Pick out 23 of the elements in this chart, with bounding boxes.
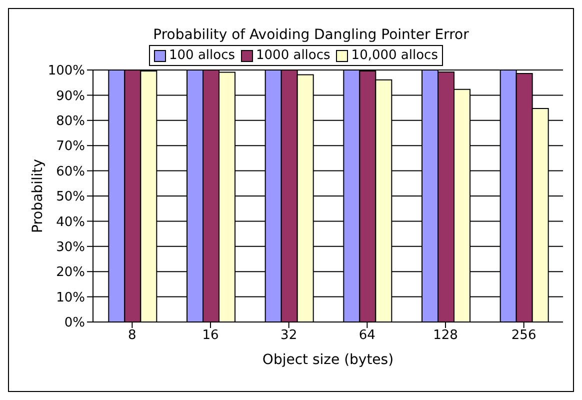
- y-tick-label: 70%: [56, 139, 85, 154]
- y-axis-title: Probability: [30, 158, 46, 234]
- x-axis-title: Object size (bytes): [262, 352, 394, 368]
- y-tick-label: 0%: [64, 316, 85, 331]
- y-tick-label: 80%: [56, 114, 85, 130]
- y-tick-label: 100%: [48, 64, 85, 79]
- x-tick-label: 256: [511, 328, 536, 344]
- chart-title: Probability of Avoiding Dangling Pointer Error: [152, 27, 470, 43]
- y-tick-label: 40%: [56, 214, 85, 230]
- y-tick-label: 30%: [56, 240, 85, 256]
- x-tick-label: 64: [358, 328, 376, 344]
- y-tick-label: 20%: [56, 265, 85, 280]
- legend-label: 10,000 allocs: [350, 48, 438, 63]
- x-tick-label: 8: [128, 328, 136, 344]
- y-tick-label: 90%: [56, 88, 85, 104]
- x-tick-label: 128: [433, 328, 458, 344]
- legend-label: 100 allocs: [168, 48, 236, 63]
- x-tick-label: 32: [280, 328, 298, 344]
- y-tick-label: 50%: [56, 190, 85, 205]
- legend-label: 1000 allocs: [255, 48, 330, 63]
- y-tick-label: 60%: [56, 164, 85, 180]
- x-tick-label: 16: [202, 328, 219, 344]
- y-tick-label: 10%: [56, 290, 85, 306]
